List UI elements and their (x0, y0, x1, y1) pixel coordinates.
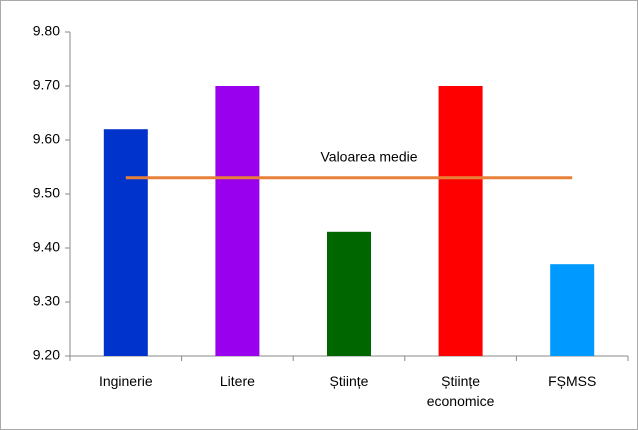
x-tick-label: FȘMSS (548, 373, 597, 389)
bar (550, 264, 595, 356)
x-tick-label: Științe (329, 373, 369, 389)
x-tick-label: Științe economice (426, 373, 495, 409)
y-tick-label: 9.80 (33, 23, 60, 39)
bar (438, 86, 483, 356)
y-tick-label: 9.30 (33, 293, 60, 309)
y-tick-label: 9.70 (33, 77, 60, 93)
y-tick-label: 9.40 (33, 239, 60, 255)
x-tick-label: Litere (219, 373, 255, 389)
bar (103, 129, 148, 356)
y-tick-label: 9.50 (33, 185, 60, 201)
y-tick-label: 9.60 (33, 131, 60, 147)
y-tick-label: 9.20 (33, 347, 60, 363)
x-tick-label: Inginerie (98, 373, 153, 389)
bar (327, 231, 371, 356)
reference-label: Valoarea medie (320, 149, 417, 165)
bar (215, 86, 260, 356)
